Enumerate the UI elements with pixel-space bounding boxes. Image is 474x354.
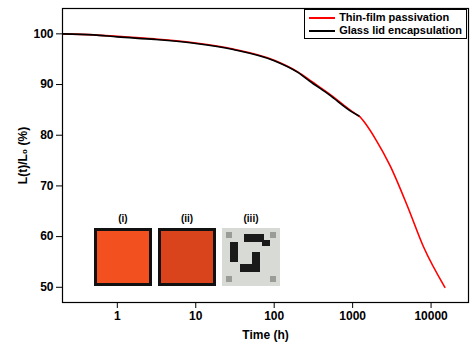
svg-text:1: 1 bbox=[114, 309, 121, 323]
html-text:Glass lid encapsulation: Glass lid encapsulation bbox=[339, 24, 462, 36]
svg-text:100: 100 bbox=[33, 27, 53, 41]
svg-text:100: 100 bbox=[264, 309, 284, 323]
svg-text:L(t)/L₀ (%): L(t)/L₀ (%) bbox=[16, 127, 30, 184]
svg-text:80: 80 bbox=[40, 128, 54, 142]
svg-text:1000: 1000 bbox=[339, 309, 366, 323]
html-text:(i): (i) bbox=[118, 213, 128, 224]
svg-text:10: 10 bbox=[189, 309, 203, 323]
svg-text:Time (h): Time (h) bbox=[242, 328, 288, 342]
svg-text:60: 60 bbox=[40, 229, 54, 243]
html-text:Thin-film passivation: Thin-film passivation bbox=[339, 11, 450, 23]
html-text:(iii): (iii) bbox=[243, 213, 259, 224]
html-text:(ii): (ii) bbox=[180, 213, 194, 224]
svg-text:70: 70 bbox=[40, 179, 54, 193]
svg-text:50: 50 bbox=[40, 280, 54, 294]
svg-text:10000: 10000 bbox=[414, 309, 448, 323]
svg-text:90: 90 bbox=[40, 77, 54, 91]
